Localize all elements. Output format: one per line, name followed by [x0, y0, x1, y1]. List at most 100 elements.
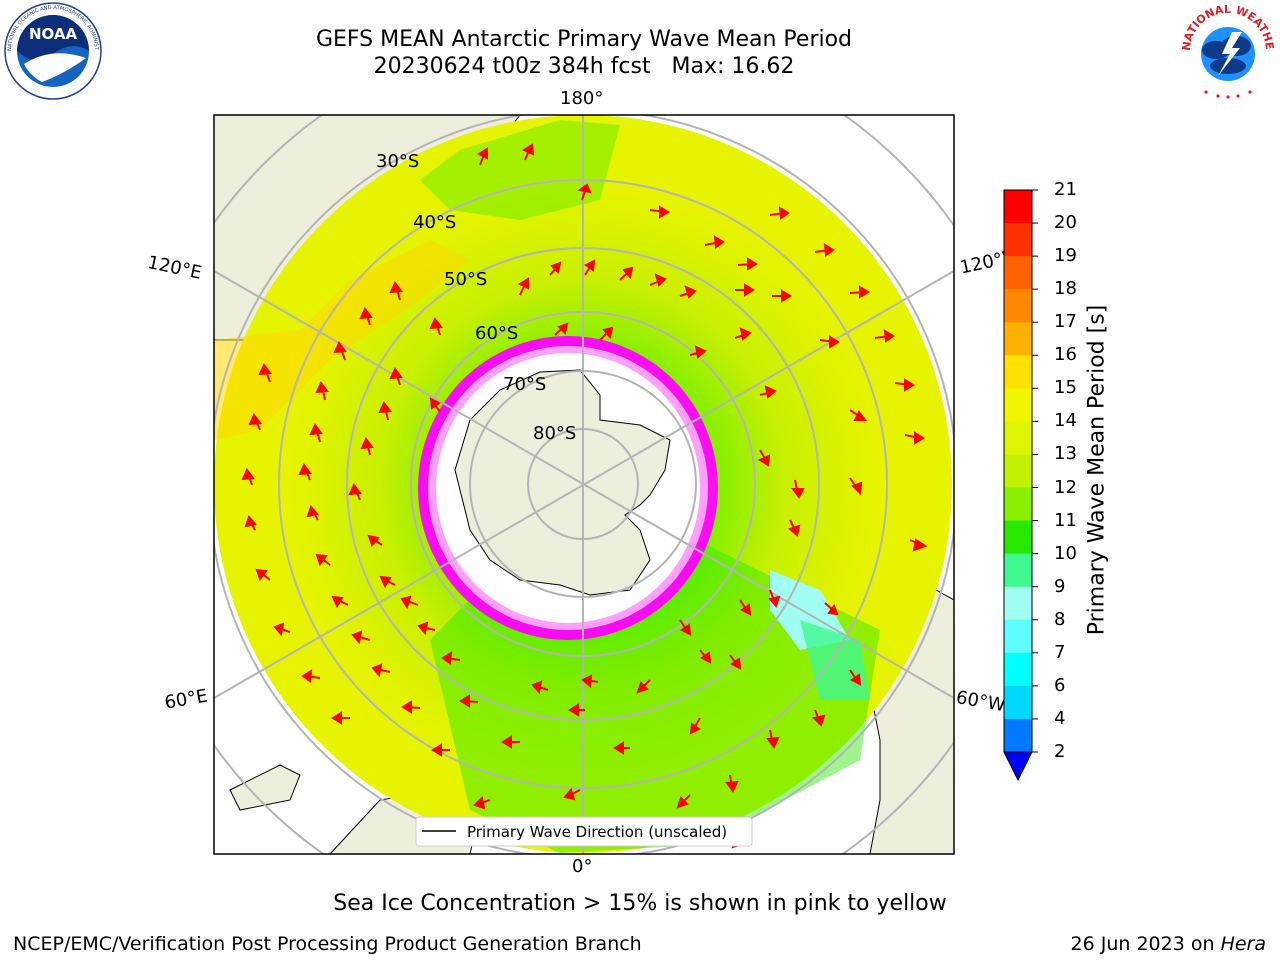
colorbar-segment: [1004, 619, 1032, 654]
colorbar-segment: [1004, 652, 1032, 687]
arrow: [241, 468, 255, 486]
colorbar-segment: [1004, 223, 1032, 257]
arrow: [729, 654, 742, 670]
arrow: [734, 327, 752, 341]
lat-label-40s: 40°S: [413, 212, 457, 233]
arrow: [649, 205, 670, 219]
arrow: [679, 285, 697, 299]
antarctica-landmass: [454, 369, 671, 596]
arrow: [521, 143, 535, 161]
madagascar-landmass: [229, 764, 301, 811]
colorbar-tick-label: 4: [1054, 707, 1066, 729]
colorbar-segment: [1004, 520, 1032, 555]
lon-label-0: 0°: [572, 856, 593, 877]
legend-label: Primary Wave Direction (unscaled): [467, 823, 727, 841]
arrow: [649, 273, 667, 287]
arrow: [378, 401, 392, 421]
arrow: [400, 595, 419, 610]
arrow: [401, 700, 421, 714]
arrow: [849, 409, 867, 421]
colorbar-tick-label: 16: [1054, 344, 1077, 366]
footer-date-text: 26 Jun 2023 on: [1070, 933, 1221, 955]
colorbar-tick-label: 19: [1054, 245, 1077, 267]
map-frame: [213, 114, 955, 855]
colorbar-segment: [1004, 718, 1032, 753]
colorbar-segment: [1004, 322, 1032, 356]
colorbar-segment: [1004, 553, 1032, 588]
colorbar-segment: [1004, 421, 1032, 455]
colorbar-tick-label: 20: [1054, 212, 1077, 234]
arrow: [429, 397, 441, 413]
colorbar-segment: [1004, 355, 1032, 389]
arrow: [739, 599, 752, 616]
lat-label-60s: 60°S: [475, 323, 519, 344]
arrow: [725, 774, 739, 793]
footer-date: 26 Jun 2023 on Hera: [1071, 933, 1266, 955]
arrow: [619, 266, 634, 281]
arrow: [531, 680, 549, 695]
colorbar-tick-label: 2: [1054, 741, 1066, 762]
arrow: [909, 538, 928, 552]
colorbar-tick-label: 18: [1054, 278, 1077, 300]
colorbar-tick-label: 10: [1054, 542, 1077, 564]
arrow: [791, 479, 805, 499]
colorbar-tick-label: 17: [1054, 311, 1077, 333]
arrow: [315, 381, 329, 401]
plot-subtitle: 20230624 t00z 384h fcst Max: 16.62: [373, 54, 795, 79]
arrow: [273, 622, 291, 637]
arrow: [348, 483, 362, 501]
arrow: [613, 741, 630, 755]
arrow: [367, 534, 383, 547]
arrow: [429, 317, 443, 336]
arrow: [824, 602, 839, 616]
arrow: [501, 735, 520, 749]
arrow: [379, 575, 396, 589]
arrow: [360, 437, 374, 456]
colorbar-tick-label: 9: [1054, 575, 1066, 597]
legend: Primary Wave Direction (unscaled): [415, 816, 753, 847]
arrow: [389, 281, 403, 301]
arrow: [315, 553, 331, 567]
footer-host: Hera: [1220, 933, 1266, 955]
colorbar-segment: [1004, 454, 1032, 489]
footer-credit: NCEP/EMC/Verification Post Processing Pr…: [13, 933, 642, 955]
arrow: [849, 477, 863, 496]
lat-label-50s: 50°S: [444, 269, 488, 290]
arrow: [811, 709, 826, 727]
plot-title: GEFS MEAN Antarctic Primary Wave Mean Pe…: [315, 27, 853, 52]
arrow: [766, 729, 780, 749]
colorbar-segment: [1004, 190, 1032, 224]
graticule: [214, 115, 954, 854]
colorbar-tick-label: 6: [1054, 674, 1066, 696]
arrow: [581, 674, 599, 689]
arrow: [441, 651, 461, 665]
lat-label-70s: 70°S: [503, 374, 547, 395]
arrow: [737, 257, 758, 271]
arrow: [248, 413, 262, 431]
arrow: [549, 261, 562, 276]
arrow: [431, 743, 450, 757]
arrow: [554, 322, 569, 336]
arrow: [568, 703, 585, 717]
arrow: [244, 515, 257, 531]
arrow: [849, 285, 870, 299]
arrow: [331, 595, 349, 609]
arrow: [704, 235, 725, 249]
arrow: [676, 794, 691, 809]
arrow: [788, 519, 801, 537]
arrow: [894, 378, 915, 392]
arrow: [689, 345, 707, 359]
colorbar-segment: [1004, 586, 1032, 621]
arrow: [769, 206, 790, 220]
colorbar-tick-label: 15: [1054, 377, 1077, 399]
arrow: [517, 277, 529, 296]
arrow: [359, 307, 373, 326]
colorbar-segment: [1004, 388, 1032, 422]
wave-direction-arrows: [241, 143, 928, 849]
arrow: [351, 630, 371, 645]
arrow: [333, 341, 347, 361]
colorbar: [1003, 189, 1038, 782]
arrow: [476, 147, 488, 166]
arrow: [636, 679, 651, 694]
colorbar-tick-label: 11: [1054, 509, 1077, 531]
